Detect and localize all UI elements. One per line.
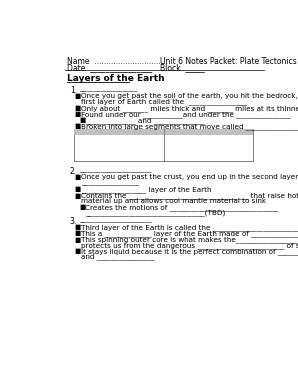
Text: Block  _____: Block _____ (160, 63, 204, 72)
Text: 1.: 1. (70, 86, 77, 95)
Text: Name  ...............................: Name ............................... (67, 57, 167, 66)
Text: Date  ________________: Date ________________ (67, 63, 152, 72)
Text: ■: ■ (74, 111, 80, 117)
Text: ■: ■ (74, 174, 80, 180)
Text: Third layer of the Earth is called the ________________________: Third layer of the Earth is called the _… (81, 224, 298, 231)
Text: ■: ■ (74, 248, 80, 254)
Text: ■: ■ (74, 105, 80, 111)
Text: This spinning outer core is what makes the__________________that: This spinning outer core is what makes t… (81, 237, 298, 243)
Text: Layers of the Earth: Layers of the Earth (67, 74, 164, 83)
Text: ■: ■ (79, 204, 85, 210)
Text: ■: ■ (79, 117, 85, 123)
Text: ■: ■ (74, 193, 80, 199)
Text: Creates the motions of ______________________________: Creates the motions of _________________… (85, 204, 279, 211)
Text: and ________________: and ________________ (81, 254, 154, 260)
Text: ____________________: ____________________ (79, 217, 152, 223)
Text: ■: ■ (74, 230, 80, 236)
Text: material up and allows cool mantle material to sink: material up and allows cool mantle mater… (81, 198, 266, 204)
Text: Only about _______ miles thick and _______ miles at its thinnest part: Only about _______ miles thick and _____… (81, 105, 298, 112)
Text: ■: ■ (74, 186, 80, 193)
Text: ______________ and ______________: ______________ and ______________ (85, 117, 205, 124)
Text: ________________: ________________ (79, 86, 137, 92)
Text: 2.: 2. (70, 167, 77, 176)
FancyBboxPatch shape (74, 129, 253, 161)
Text: It stays liquid because it is the perfect combination of ________________: It stays liquid because it is the perfec… (81, 248, 298, 255)
FancyBboxPatch shape (74, 129, 253, 135)
Text: ____________________: ____________________ (79, 167, 152, 173)
Text: Broken into large segments that move called ________________: Broken into large segments that move cal… (81, 123, 298, 130)
Text: ■: ■ (74, 224, 80, 230)
Text: protects us from the dangerous ________________________ of space: protects us from the dangerous _________… (81, 242, 298, 249)
Text: Once you get past the soil of the earth, you hit the bedrock, known as the: Once you get past the soil of the earth,… (81, 93, 298, 99)
Text: Found under our ___________and under the _______________: Found under our ___________and under the… (81, 111, 290, 118)
Text: __________________ layer of the Earth: __________________ layer of the Earth (81, 186, 211, 193)
Text: Once you get past the crust, you end up in the second layer called the: Once you get past the crust, you end up … (81, 174, 298, 180)
Text: This a _____________ layer of the Earth made of ____________________: This a _____________ layer of the Earth … (81, 230, 298, 237)
Text: ■: ■ (74, 123, 80, 129)
Text: _________________________________(TBD): _________________________________(TBD) (85, 210, 226, 216)
Text: 3.: 3. (70, 217, 77, 226)
Text: Unit 6 Notes Packet: Plate Tectonics: Unit 6 Notes Packet: Plate Tectonics (160, 57, 297, 66)
Text: ■: ■ (74, 93, 80, 99)
Text: first layer of Earth called the  ________________: first layer of Earth called the ________… (81, 99, 246, 105)
Text: Contains the _________________________________ that raise hot mantle: Contains the ___________________________… (81, 193, 298, 200)
Text: ■: ■ (74, 237, 80, 242)
Text: ________________: ________________ (81, 179, 139, 186)
